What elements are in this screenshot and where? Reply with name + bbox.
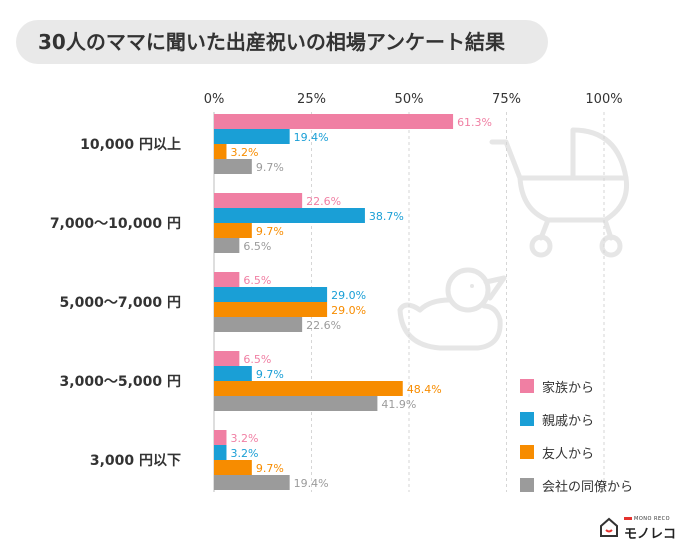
logo-red-bar — [624, 517, 632, 520]
bar — [214, 381, 403, 396]
legend-swatch — [520, 478, 534, 492]
legend-label: 親戚から — [542, 413, 595, 429]
bar — [214, 114, 454, 129]
bar — [214, 460, 252, 475]
bar — [214, 193, 303, 208]
chart-title: 30人のママに聞いた出産祝いの相場アンケート結果 — [16, 20, 548, 64]
data-label: 9.7% — [256, 225, 284, 238]
bar — [214, 208, 365, 223]
data-label: 9.7% — [256, 161, 284, 174]
rubber-duck-icon — [397, 267, 507, 351]
legend-item: 家族から — [520, 378, 633, 396]
data-label: 3.2% — [230, 146, 258, 159]
data-label: 6.5% — [243, 240, 271, 253]
bar — [214, 287, 328, 302]
legend-swatch — [520, 445, 534, 459]
category-label: 7,000〜10,000 円 — [50, 216, 181, 232]
data-label: 48.4% — [407, 383, 442, 396]
bar — [214, 366, 252, 381]
data-label: 19.4% — [294, 131, 329, 144]
legend-label: 会社の同僚から — [542, 479, 634, 495]
data-label: 22.6% — [306, 195, 341, 208]
data-label: 3.2% — [230, 432, 258, 445]
data-label: 29.0% — [331, 289, 366, 302]
legend-label: 家族から — [542, 380, 595, 396]
bar — [214, 430, 227, 445]
data-label: 41.9% — [381, 398, 416, 411]
bar — [214, 317, 303, 332]
legend-item: 友人から — [520, 444, 633, 462]
data-label: 61.3% — [457, 116, 492, 129]
x-tick-label: 25% — [297, 92, 326, 107]
bar — [214, 159, 252, 174]
data-label: 3.2% — [230, 447, 258, 460]
logo-text: モノレコ — [624, 527, 677, 542]
category-label: 10,000 円以上 — [80, 137, 181, 153]
legend-swatch — [520, 379, 534, 393]
x-tick-label: 75% — [492, 92, 521, 107]
bar — [214, 144, 227, 159]
x-tick-label: 0% — [204, 92, 225, 107]
category-label: 3,000〜5,000 円 — [60, 374, 181, 390]
legend-item: 会社の同僚から — [520, 477, 634, 495]
data-label: 29.0% — [331, 304, 366, 317]
legend-item: 親戚から — [520, 411, 633, 429]
bar — [214, 475, 290, 490]
x-tick-label: 50% — [395, 92, 424, 107]
bar — [214, 302, 328, 317]
bar — [214, 445, 227, 460]
data-label: 38.7% — [369, 210, 404, 223]
data-label: 6.5% — [243, 353, 271, 366]
stroller-icon — [489, 127, 630, 258]
data-label: 9.7% — [256, 462, 284, 475]
data-label: 19.4% — [294, 477, 329, 490]
logo-small-text: MONO RECO — [634, 516, 671, 522]
x-tick-label: 100% — [585, 92, 622, 107]
data-label: 22.6% — [306, 319, 341, 332]
legend-swatch — [520, 412, 534, 426]
house-logo-icon — [600, 517, 618, 537]
legend-label: 友人から — [542, 446, 595, 462]
bar — [214, 223, 252, 238]
data-label: 6.5% — [243, 274, 271, 287]
monoreco-logo: MONO RECO モノレコ — [598, 514, 677, 542]
data-label: 9.7% — [256, 368, 284, 381]
bar — [214, 351, 240, 366]
bar — [214, 396, 378, 411]
category-label: 3,000 円以下 — [90, 453, 181, 469]
category-label: 5,000〜7,000 円 — [60, 295, 181, 311]
bar — [214, 238, 240, 253]
bar — [214, 129, 290, 144]
bar — [214, 272, 240, 287]
legend: 家族から親戚から友人から会社の同僚から — [520, 378, 633, 510]
